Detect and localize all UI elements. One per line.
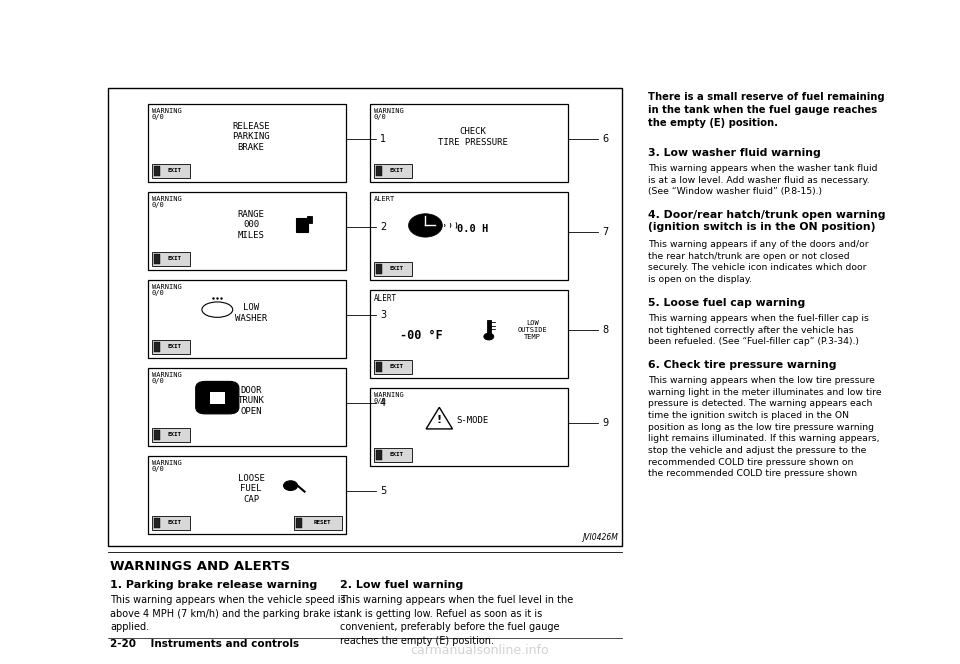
FancyBboxPatch shape xyxy=(376,450,382,460)
Text: 3: 3 xyxy=(380,310,386,320)
Text: 5. Loose fuel cap warning: 5. Loose fuel cap warning xyxy=(648,298,805,308)
Text: WARNING
0/0: WARNING 0/0 xyxy=(152,108,181,120)
FancyBboxPatch shape xyxy=(210,392,225,404)
Text: 2: 2 xyxy=(380,222,386,232)
FancyBboxPatch shape xyxy=(376,362,382,372)
Text: 0.0 H: 0.0 H xyxy=(457,224,489,234)
FancyBboxPatch shape xyxy=(370,104,568,182)
Circle shape xyxy=(484,333,493,340)
FancyBboxPatch shape xyxy=(154,342,160,352)
FancyBboxPatch shape xyxy=(148,192,346,270)
Text: EXIT: EXIT xyxy=(168,256,182,262)
Circle shape xyxy=(409,214,443,237)
Text: 5: 5 xyxy=(380,486,386,496)
FancyBboxPatch shape xyxy=(154,254,160,264)
FancyBboxPatch shape xyxy=(154,430,160,440)
Text: 7: 7 xyxy=(602,226,609,236)
Text: EXIT: EXIT xyxy=(168,345,182,349)
FancyBboxPatch shape xyxy=(376,166,382,176)
FancyBboxPatch shape xyxy=(370,192,568,280)
Text: EXIT: EXIT xyxy=(390,452,404,457)
Text: WARNING
0/0: WARNING 0/0 xyxy=(374,392,404,404)
Text: ALERT: ALERT xyxy=(374,196,396,202)
Text: 2. Low fuel warning: 2. Low fuel warning xyxy=(340,580,464,590)
Text: EXIT: EXIT xyxy=(390,169,404,173)
Text: CHECK
TIRE PRESSURE: CHECK TIRE PRESSURE xyxy=(438,127,508,147)
Text: This warning appears if any of the doors and/or
the rear hatch/trunk are open or: This warning appears if any of the doors… xyxy=(648,240,869,284)
FancyBboxPatch shape xyxy=(154,166,160,176)
FancyBboxPatch shape xyxy=(152,340,190,354)
Text: RANGE
000
MILES: RANGE 000 MILES xyxy=(237,210,264,240)
Text: 4: 4 xyxy=(380,398,386,408)
Text: 1: 1 xyxy=(380,134,386,144)
Text: RESET: RESET xyxy=(313,521,331,525)
FancyBboxPatch shape xyxy=(152,516,190,530)
Text: !: ! xyxy=(437,415,442,425)
Text: WARNING
0/0: WARNING 0/0 xyxy=(374,108,404,120)
FancyBboxPatch shape xyxy=(370,290,568,378)
Text: WARNING
0/0: WARNING 0/0 xyxy=(152,460,181,473)
Text: WARNING
0/0: WARNING 0/0 xyxy=(152,372,181,384)
Text: There is a small reserve of fuel remaining
in the tank when the fuel gauge reach: There is a small reserve of fuel remaini… xyxy=(648,92,884,128)
Text: S-MODE: S-MODE xyxy=(457,416,489,425)
Text: 6. Check tire pressure warning: 6. Check tire pressure warning xyxy=(648,360,836,370)
FancyBboxPatch shape xyxy=(152,252,190,266)
Text: WARNING
0/0: WARNING 0/0 xyxy=(152,196,181,208)
Text: This warning appears when the washer tank fluid
is at a low level. Add washer fl: This warning appears when the washer tan… xyxy=(648,164,877,197)
FancyBboxPatch shape xyxy=(370,388,568,466)
Text: WARNINGS AND ALERTS: WARNINGS AND ALERTS xyxy=(110,560,290,573)
FancyBboxPatch shape xyxy=(374,448,412,462)
FancyBboxPatch shape xyxy=(297,218,308,232)
FancyBboxPatch shape xyxy=(148,280,346,358)
Text: LOW
OUTSIDE
TEMP: LOW OUTSIDE TEMP xyxy=(517,319,547,339)
Text: 1. Parking brake release warning: 1. Parking brake release warning xyxy=(110,580,317,590)
Circle shape xyxy=(283,481,298,491)
Text: carmanualsonline.info: carmanualsonline.info xyxy=(411,643,549,657)
Text: This warning appears when the vehicle speed is
above 4 MPH (7 km/h) and the park: This warning appears when the vehicle sp… xyxy=(110,595,346,632)
FancyBboxPatch shape xyxy=(152,164,190,178)
Text: 3. Low washer fluid warning: 3. Low washer fluid warning xyxy=(648,148,821,158)
FancyBboxPatch shape xyxy=(148,456,346,534)
Text: 4. Door/rear hatch/trunk open warning
(ignition switch is in the ON position): 4. Door/rear hatch/trunk open warning (i… xyxy=(648,210,885,232)
FancyBboxPatch shape xyxy=(152,428,190,442)
FancyBboxPatch shape xyxy=(296,518,302,528)
FancyBboxPatch shape xyxy=(108,88,622,546)
Polygon shape xyxy=(426,407,452,429)
Text: JVI0426M: JVI0426M xyxy=(582,533,618,542)
FancyBboxPatch shape xyxy=(148,104,346,182)
Text: LOOSE
FUEL
CAP: LOOSE FUEL CAP xyxy=(237,473,264,504)
Text: ALERT: ALERT xyxy=(374,294,397,303)
FancyBboxPatch shape xyxy=(374,262,412,276)
Text: 9: 9 xyxy=(602,418,608,428)
Text: WARNING
0/0: WARNING 0/0 xyxy=(152,284,181,297)
Text: This warning appears when the fuel level in the
tank is getting low. Refuel as s: This warning appears when the fuel level… xyxy=(340,595,573,646)
Text: This warning appears when the fuel-filler cap is
not tightened correctly after t: This warning appears when the fuel-fille… xyxy=(648,314,869,347)
Text: 8: 8 xyxy=(602,325,608,335)
FancyBboxPatch shape xyxy=(376,264,382,274)
Text: LOW
WASHER: LOW WASHER xyxy=(235,303,267,323)
Text: EXIT: EXIT xyxy=(390,266,404,272)
Text: EXIT: EXIT xyxy=(168,432,182,438)
FancyBboxPatch shape xyxy=(196,381,239,414)
Text: EXIT: EXIT xyxy=(168,521,182,525)
FancyBboxPatch shape xyxy=(374,164,412,178)
Text: EXIT: EXIT xyxy=(390,365,404,369)
Text: DOOR
TRUNK
OPEN: DOOR TRUNK OPEN xyxy=(237,386,264,416)
Text: This warning appears when the low tire pressure
warning light in the meter illum: This warning appears when the low tire p… xyxy=(648,376,881,478)
Text: 2-20    Instruments and controls: 2-20 Instruments and controls xyxy=(110,639,300,649)
Text: EXIT: EXIT xyxy=(168,169,182,173)
FancyBboxPatch shape xyxy=(307,216,312,223)
FancyBboxPatch shape xyxy=(294,516,342,530)
Ellipse shape xyxy=(202,302,232,317)
FancyBboxPatch shape xyxy=(487,320,491,337)
Text: -00 °F: -00 °F xyxy=(400,329,443,342)
Text: RELEASE
PARKING
BRAKE: RELEASE PARKING BRAKE xyxy=(232,122,270,152)
FancyBboxPatch shape xyxy=(148,368,346,446)
FancyBboxPatch shape xyxy=(154,518,160,528)
FancyBboxPatch shape xyxy=(374,360,412,374)
Text: 6: 6 xyxy=(602,134,608,144)
